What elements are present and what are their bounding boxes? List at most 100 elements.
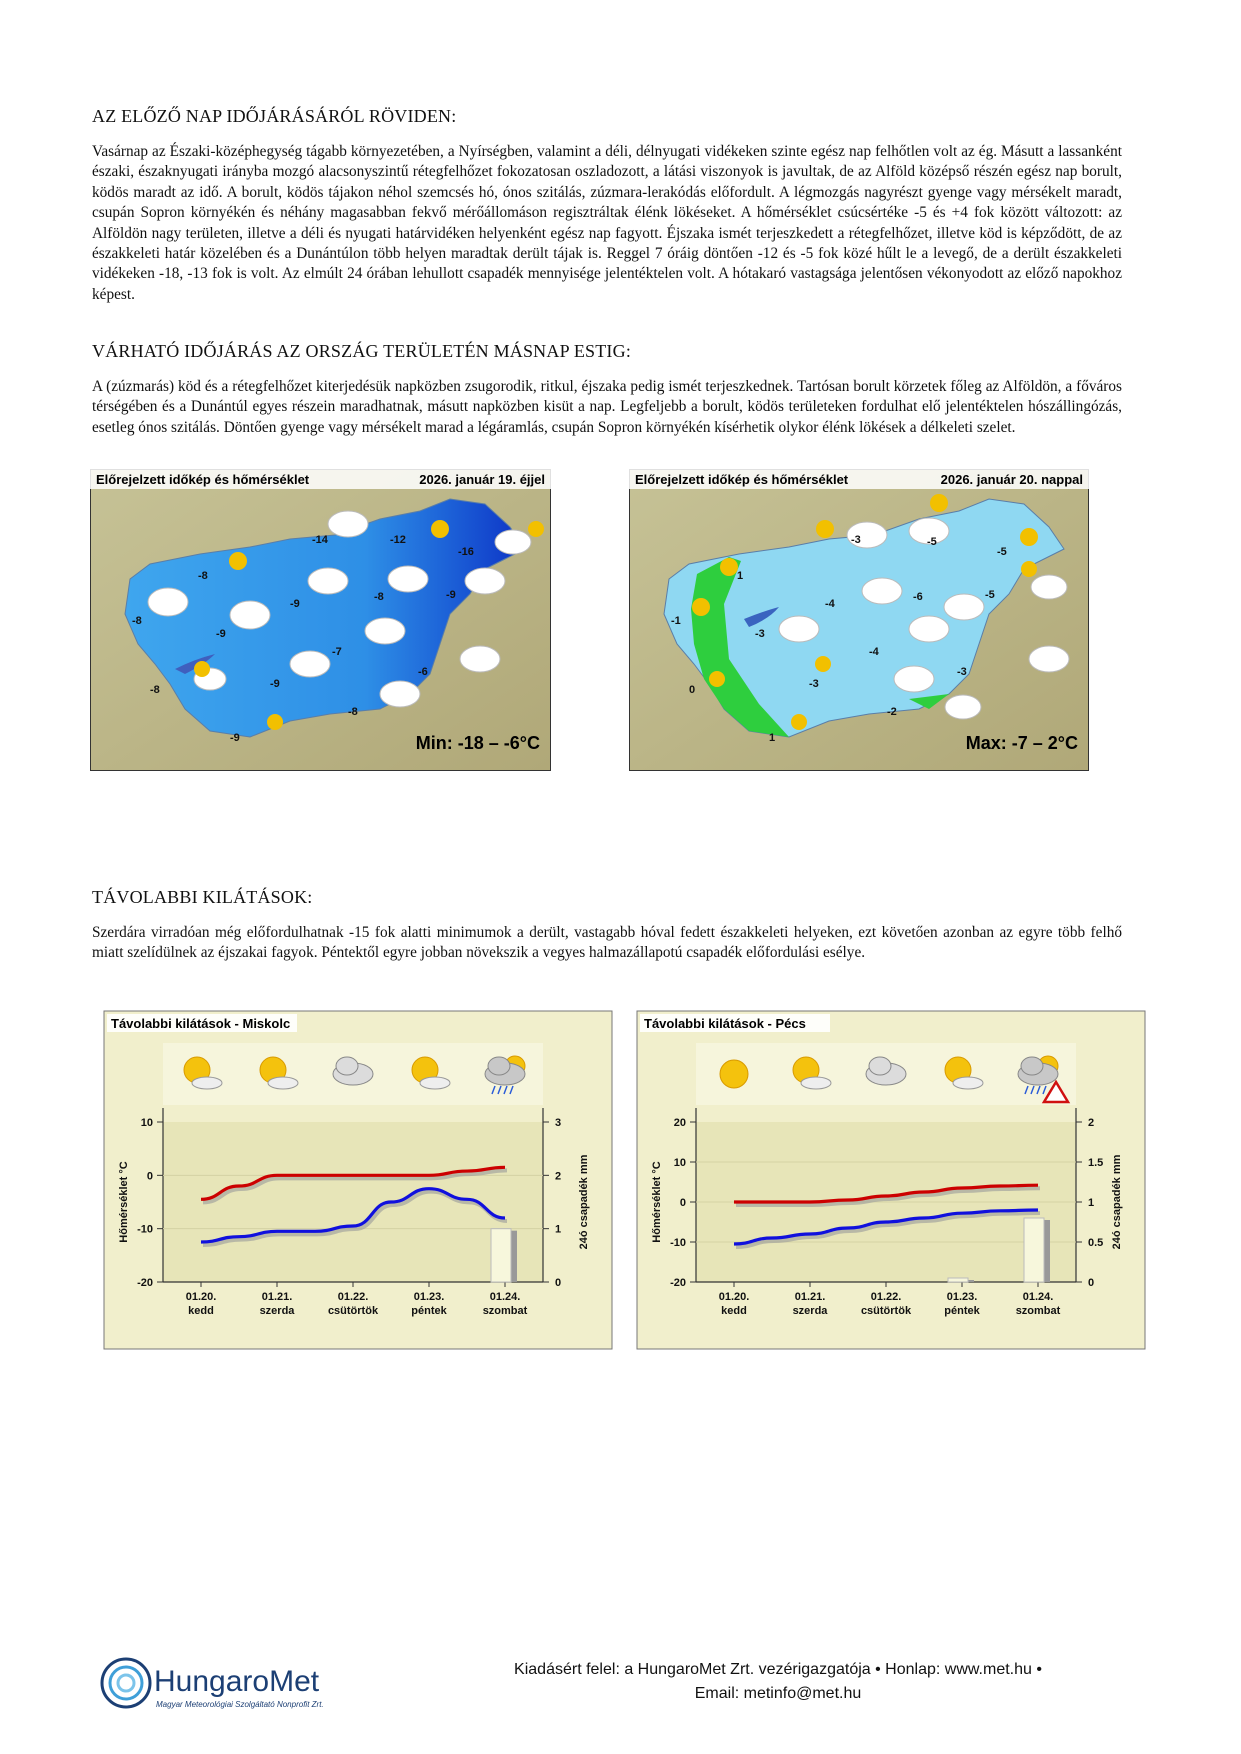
warning-triangle-4 [1041, 1079, 1071, 1104]
svg-text:0: 0 [689, 684, 695, 696]
rain-cloud-icon [484, 1055, 526, 1095]
svg-text:-3: -3 [957, 666, 967, 678]
y-tick-label-3: -10 [670, 1237, 686, 1249]
series-shadow-1 [735, 1211, 1041, 1249]
svg-text:-9: -9 [290, 598, 300, 610]
forecast-map-night: Előrejelzett időkép és hőmérséklet 2026.… [90, 469, 551, 771]
sun-cloud-icon [183, 1056, 223, 1090]
svg-text:-4: -4 [869, 646, 880, 658]
cloud-shape-3 [419, 1076, 451, 1090]
sun-cloud-icon [411, 1056, 451, 1090]
svg-text:-2: -2 [887, 706, 897, 718]
y-axis-label: Hőmérséklet °C [118, 1161, 130, 1242]
cloudy-icon [865, 1056, 907, 1086]
chart-title-box [640, 1014, 830, 1032]
chart-title: Távolabbi kilátások - Pécs [644, 1016, 806, 1031]
x-tick-date-1: 01.21. [262, 1291, 293, 1303]
sun-shape-0 [719, 1059, 749, 1089]
svg-text:-3: -3 [809, 678, 819, 690]
svg-text:1: 1 [769, 732, 775, 744]
section-text-outlook: Szerdára virradóan még előfordulhatnak -… [92, 924, 1122, 962]
svg-text:-5: -5 [985, 589, 995, 601]
forecast-map-day: Előrejelzett időkép és hőmérséklet 2026.… [629, 469, 1089, 771]
footer-credits: Kiadásért felel: a HungaroMet Zrt. vezér… [448, 1658, 1108, 1706]
x-tick-date-0: 01.20. [186, 1291, 217, 1303]
y2-tick-label-2: 1 [555, 1224, 561, 1236]
svg-text:-9: -9 [216, 628, 226, 640]
y-tick-label-1: 10 [674, 1157, 686, 1169]
y2-tick-label-0: 3 [555, 1117, 561, 1129]
y2-axis-label: 24ó csapadék mm [1111, 1154, 1123, 1249]
x-tick-day-2: csütörtök [861, 1305, 912, 1317]
x-tick-day-1: szerda [793, 1305, 829, 1317]
svg-text:-9: -9 [230, 732, 240, 744]
svg-text:-1: -1 [671, 615, 681, 627]
y2-tick-label-0: 2 [1088, 1117, 1094, 1129]
cloud-puff-2 [868, 1056, 892, 1076]
svg-text:-7: -7 [332, 646, 342, 658]
x-tick-day-3: péntek [944, 1305, 980, 1317]
y2-tick-label-1: 2 [555, 1170, 561, 1182]
logo-wordmark: HungaroMet [154, 1665, 320, 1698]
sun-cloud-icon [792, 1056, 832, 1090]
x-tick-day-3: péntek [411, 1305, 447, 1317]
x-tick-date-2: 01.22. [871, 1291, 902, 1303]
rain-drop-4-1 [497, 1085, 502, 1095]
footer-line-1: Kiadásért felel: a HungaroMet Zrt. vezér… [514, 1661, 1042, 1678]
series-shadow-0 [735, 1186, 1041, 1207]
x-tick-day-4: szombat [483, 1305, 528, 1317]
svg-text:-3: -3 [851, 534, 861, 546]
section-text-previous-day: Vasárnap az Északi-középhegység tágabb k… [92, 143, 1122, 303]
series-shadow-0 [202, 1168, 508, 1205]
plot-area [163, 1122, 543, 1282]
sun-cloud-icon [259, 1056, 299, 1090]
sun-cloud-icon [944, 1056, 984, 1090]
precip-bar-4 [490, 1228, 512, 1283]
cloud-puff-4 [487, 1056, 511, 1076]
svg-text:-3: -3 [755, 628, 765, 640]
svg-text:-8: -8 [132, 615, 142, 627]
svg-text:-16: -16 [458, 546, 474, 558]
rain-drop-4-3 [509, 1085, 514, 1095]
map-night-title: Előrejelzett időkép és hőmérséklet [96, 472, 310, 487]
x-tick-date-0: 01.20. [719, 1291, 750, 1303]
svg-text:-8: -8 [374, 591, 384, 603]
x-tick-date-4: 01.24. [1023, 1291, 1054, 1303]
section-heading-forecast: VÁRHATÓ IDŐJÁRÁS AZ ORSZÁG TERÜLETÉN MÁS… [92, 341, 632, 361]
rain-drop-4-0 [1024, 1085, 1029, 1095]
svg-text:-8: -8 [198, 570, 208, 582]
y-tick-label-2: -10 [137, 1224, 153, 1236]
cloud-puff-4 [1020, 1056, 1044, 1076]
y2-tick-label-4: 0 [1088, 1277, 1094, 1289]
map-day-temps: -3 -5 -5 1 -4 -6 -5 -1 -3 -4 -3 -3 0 -2 … [671, 534, 1007, 744]
y2-tick-label-1: 1.5 [1088, 1157, 1103, 1169]
map-day-date: 2026. január 20. nappal [941, 472, 1083, 487]
rain-drop-4-0 [491, 1085, 496, 1095]
y-tick-label-0: 20 [674, 1117, 686, 1129]
rain-drop-4-2 [503, 1085, 508, 1095]
svg-text:-9: -9 [446, 589, 456, 601]
precip-bar-4 [1023, 1217, 1045, 1283]
cloud-puff-2 [335, 1056, 359, 1076]
chart-title-box [107, 1014, 297, 1032]
cloud-shape-1 [800, 1076, 832, 1090]
svg-text:-6: -6 [913, 591, 923, 603]
footer-line-2: Email: metinfo@met.hu [694, 1685, 862, 1702]
x-tick-day-1: szerda [260, 1305, 296, 1317]
x-tick-date-4: 01.24. [490, 1291, 521, 1303]
x-tick-date-2: 01.22. [338, 1291, 369, 1303]
svg-text:-4: -4 [825, 598, 836, 610]
rain-drop-4-3 [1042, 1085, 1047, 1095]
series-shadow-1 [202, 1189, 508, 1247]
y2-axis-label: 24ó csapadék mm [578, 1154, 590, 1249]
section-heading-outlook: TÁVOLABBI KILÁTÁSOK: [92, 887, 313, 907]
weather-icons [719, 1055, 1071, 1104]
snow-rain-warning-icon [1017, 1055, 1071, 1104]
y2-tick-label-3: 0.5 [1088, 1237, 1103, 1249]
x-tick-date-3: 01.23. [947, 1291, 978, 1303]
x-tick-date-1: 01.21. [795, 1291, 826, 1303]
outlook-chart-miskolc: Távolabbi kilátások - Miskolc 10 0 -10 -20 3 2… [103, 1010, 613, 1350]
hungaromet-logo: HungaroMet Magyar Meteorológiai Szolgált… [98, 1655, 368, 1715]
x-tick-day-2: csütörtök [328, 1305, 379, 1317]
logo-subtitle: Magyar Meteorológiai Szolgáltató Nonprof… [156, 1700, 324, 1709]
